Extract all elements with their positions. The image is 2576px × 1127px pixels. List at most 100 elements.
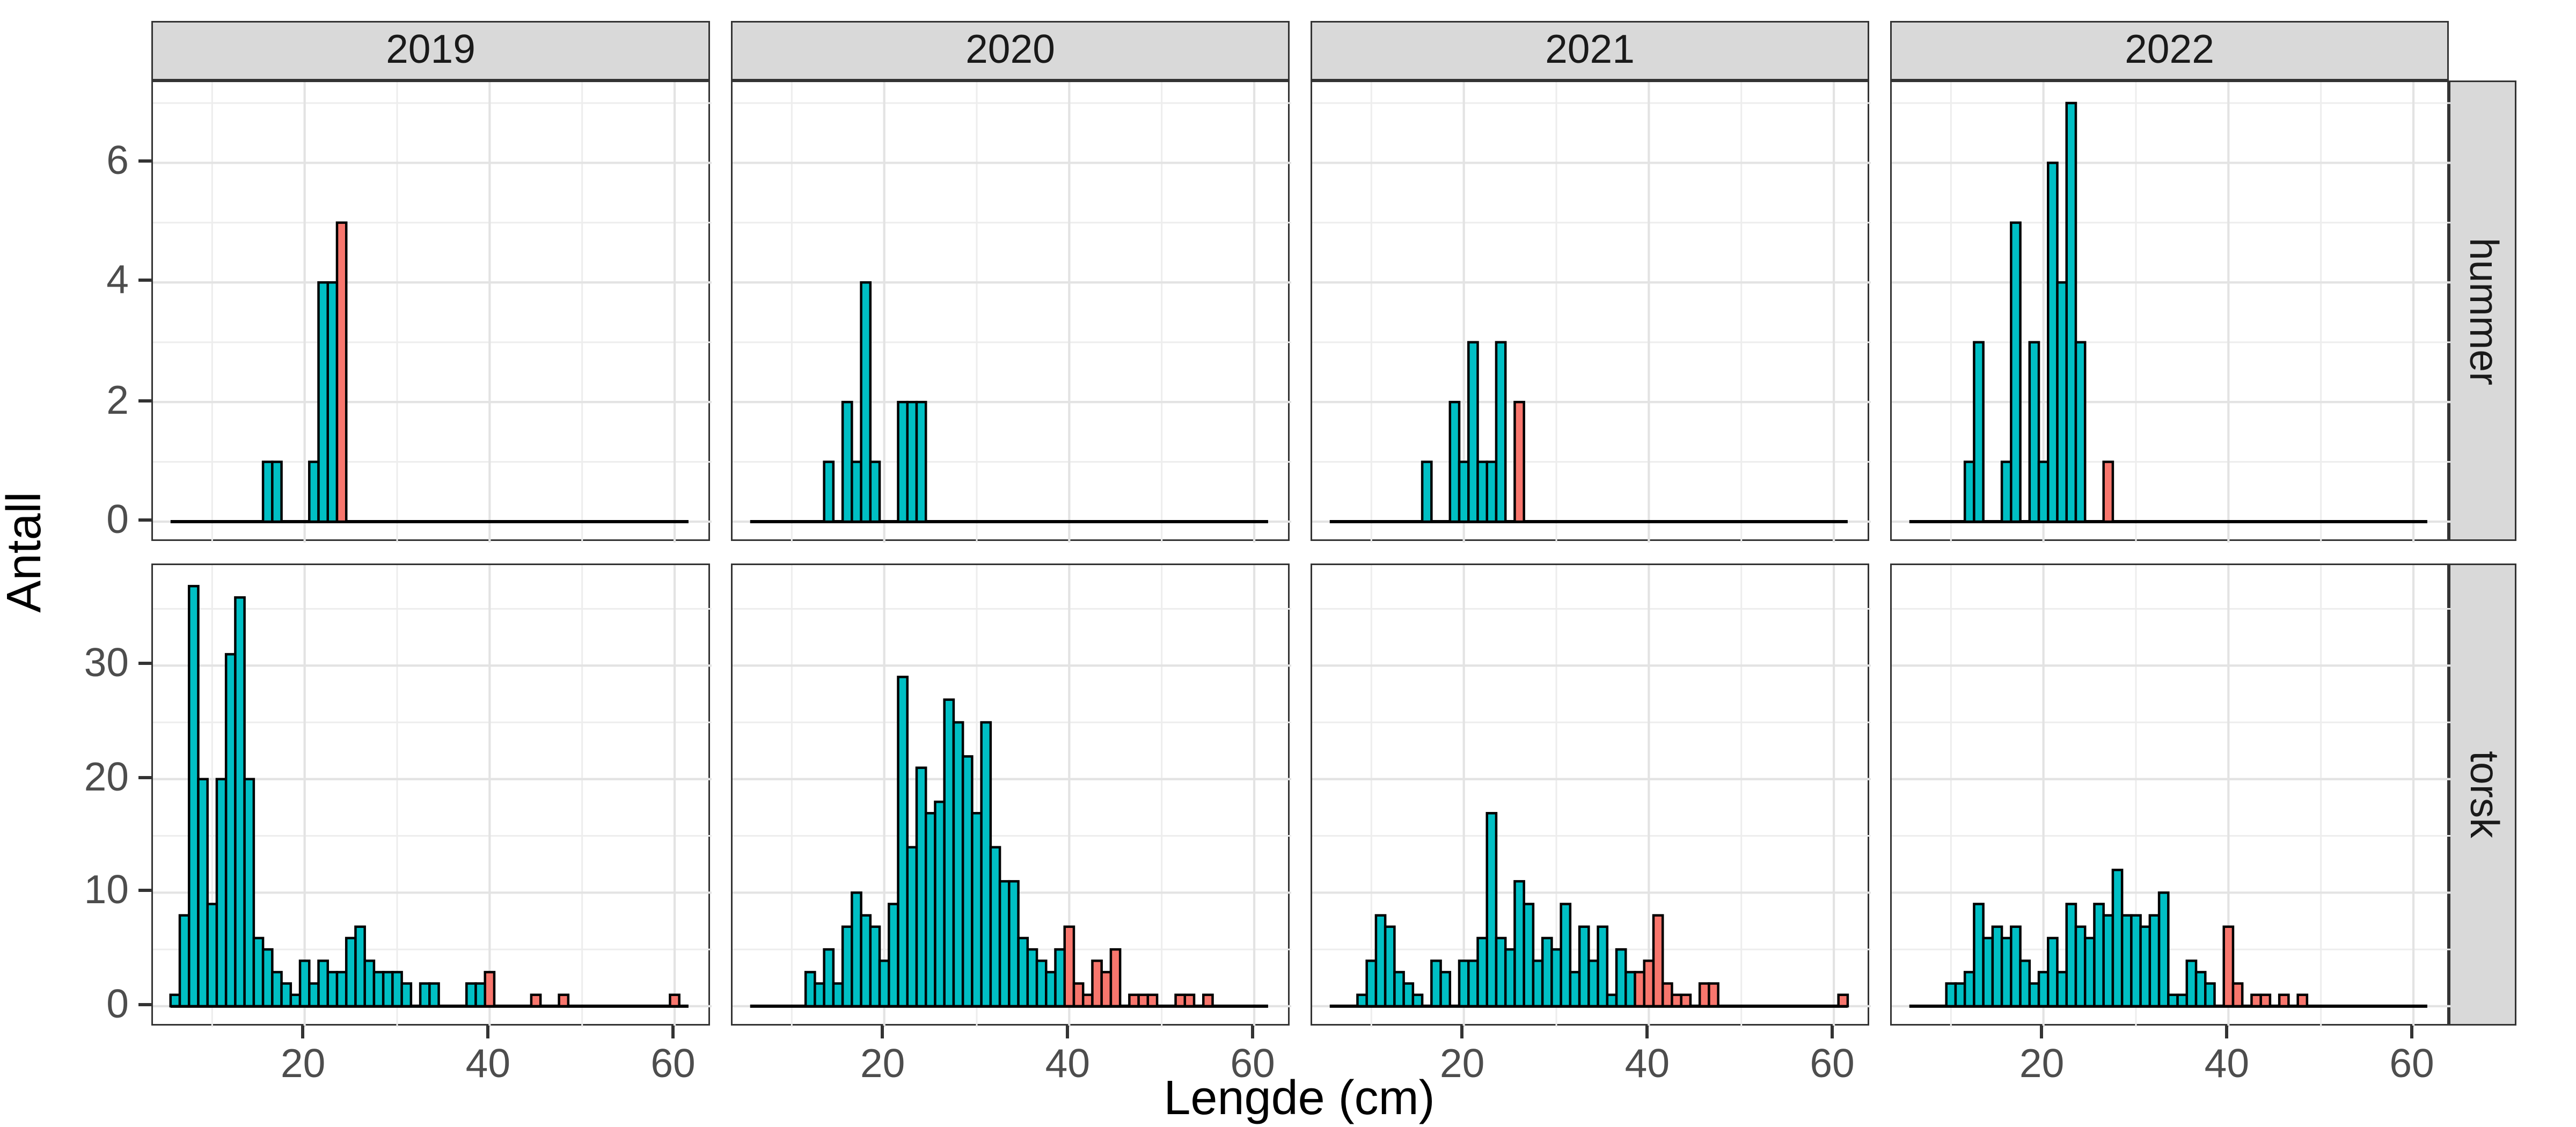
histogram-bar-teal [1973, 903, 1985, 1008]
histogram-bar-teal [271, 971, 283, 1008]
histogram-bar-teal [1945, 982, 1957, 1008]
histogram-bar-teal [2185, 959, 2198, 1008]
facet-strip-label: 2020 [965, 27, 1055, 72]
histogram-bar-teal [897, 676, 909, 1008]
y-axis-tick [138, 399, 151, 402]
histogram-bar-teal [860, 914, 872, 1008]
histogram-bar-teal [1384, 925, 1396, 1008]
histogram-bar-salmon [1174, 993, 1187, 1008]
facet-strip-hummer: hummer [2449, 80, 2516, 541]
histogram-bar-teal [1411, 993, 1424, 1008]
histogram-bar-teal [289, 993, 302, 1008]
histogram-bar-salmon [530, 993, 542, 1008]
histogram-bar-salmon [1661, 982, 1673, 1008]
histogram-bar-teal [2139, 925, 2151, 1008]
histogram-bar-teal [1402, 982, 1415, 1008]
histogram-bar-teal [1476, 936, 1488, 1008]
histogram-bar-teal [2047, 162, 2059, 523]
histogram-bar-teal [1026, 948, 1038, 1008]
histogram-bar-teal [2037, 971, 2050, 1008]
histogram-bar-teal [382, 971, 394, 1008]
histogram-bar-salmon [2250, 993, 2262, 1008]
histogram-bar-teal [1982, 936, 1994, 1008]
histogram-bar-teal [1017, 936, 1029, 1008]
panel-canvas-2020-torsk [733, 565, 1291, 1027]
histogram-bar-teal [2010, 925, 2022, 1008]
histogram-bar-salmon [484, 971, 496, 1008]
histogram-bar-teal [1458, 959, 1470, 1008]
histogram-bar-teal [465, 982, 477, 1008]
histogram-bar-teal [197, 778, 209, 1008]
histogram-bar-teal [1008, 880, 1020, 1008]
facet-strip-torsk: torsk [2449, 564, 2516, 1026]
facet-strip-label: torsk [2461, 751, 2506, 838]
x-axis-tick [301, 1026, 305, 1038]
histogram-bar-teal [1035, 959, 1048, 1008]
x-tick-label: 20 [280, 1042, 326, 1087]
histogram-bar-teal [2120, 914, 2133, 1008]
panel-2019-torsk [151, 564, 712, 1027]
x-tick-label: 40 [465, 1042, 511, 1087]
histogram-bar-teal [2010, 221, 2022, 523]
histogram-bar-teal [345, 936, 357, 1008]
x-axis-tick [1251, 1026, 1255, 1038]
histogram-bar-salmon [1063, 925, 1075, 1008]
histogram-bar-teal [2176, 993, 2189, 1008]
histogram-bar-teal [823, 460, 835, 523]
histogram-bar-teal [804, 971, 816, 1008]
histogram-bar-teal [2056, 281, 2068, 523]
histogram-bar-salmon [1634, 971, 1645, 1008]
histogram-bar-teal [1973, 341, 1985, 523]
histogram-bar-teal [2102, 914, 2114, 1008]
histogram-bar-salmon [1091, 959, 1103, 1008]
histogram-bar-teal [308, 460, 320, 523]
histogram-bar-teal [841, 925, 853, 1008]
histogram-bar-teal [326, 971, 339, 1008]
histogram-bar-salmon [1137, 993, 1150, 1008]
histogram-bar-salmon [1072, 982, 1085, 1008]
histogram-bar-teal [1430, 959, 1442, 1008]
x-axis-tick [2225, 1026, 2229, 1038]
histogram-bar-teal [1606, 993, 1618, 1008]
facet-strip-2020: 2020 [731, 21, 1290, 80]
histogram-bar-salmon [2222, 925, 2235, 1008]
histogram-bar-teal [1615, 948, 1627, 1008]
facet-strip-2022: 2022 [1890, 21, 2449, 80]
histogram-bar-teal [1963, 460, 1975, 523]
x-axis-tick [1831, 1026, 1834, 1038]
histogram-bar-teal [1991, 925, 2003, 1008]
histogram-bar-salmon [2102, 460, 2114, 523]
histogram-bar-teal [906, 400, 918, 523]
histogram-bar-salmon [669, 993, 680, 1008]
histogram-bar-salmon [1643, 959, 1655, 1008]
histogram-bar-teal [1578, 925, 1590, 1008]
x-axis-tick [881, 1026, 884, 1038]
histogram-bar-salmon [1109, 948, 1122, 1008]
x-tick-label: 60 [1810, 1042, 1855, 1087]
histogram-bar-teal [354, 925, 366, 1008]
histogram-bar-teal [1597, 925, 1609, 1008]
histogram-bar-teal [897, 400, 909, 523]
histogram-bar-teal [1374, 914, 1387, 1008]
histogram-bar-teal [1448, 400, 1461, 523]
histogram-bar-teal [243, 778, 255, 1008]
x-axis-tick [2040, 1026, 2044, 1038]
histogram-bar-teal [980, 721, 992, 1008]
histogram-bar-teal [1356, 993, 1368, 1008]
histogram-bar-salmon [335, 221, 348, 523]
histogram-bar-teal [823, 948, 835, 1008]
panel-canvas-2021-torsk [1312, 565, 1871, 1027]
histogram-bar-teal [474, 982, 486, 1008]
histogram-bar-teal [2065, 903, 2077, 1008]
x-axis-tick [1460, 1026, 1464, 1038]
histogram-bar-teal [391, 971, 403, 1008]
histogram-bar-teal [261, 460, 274, 523]
histogram-bar-teal [1569, 971, 1581, 1008]
histogram-bar-teal [2019, 959, 2031, 1008]
y-tick-label: 20 [84, 755, 129, 800]
y-tick-label: 6 [106, 138, 129, 184]
panel-2021-torsk [1311, 564, 1871, 1027]
histogram-bar-teal [860, 281, 872, 523]
histogram-bar-teal [1485, 811, 1498, 1008]
x-tick-label: 60 [1230, 1042, 1275, 1087]
